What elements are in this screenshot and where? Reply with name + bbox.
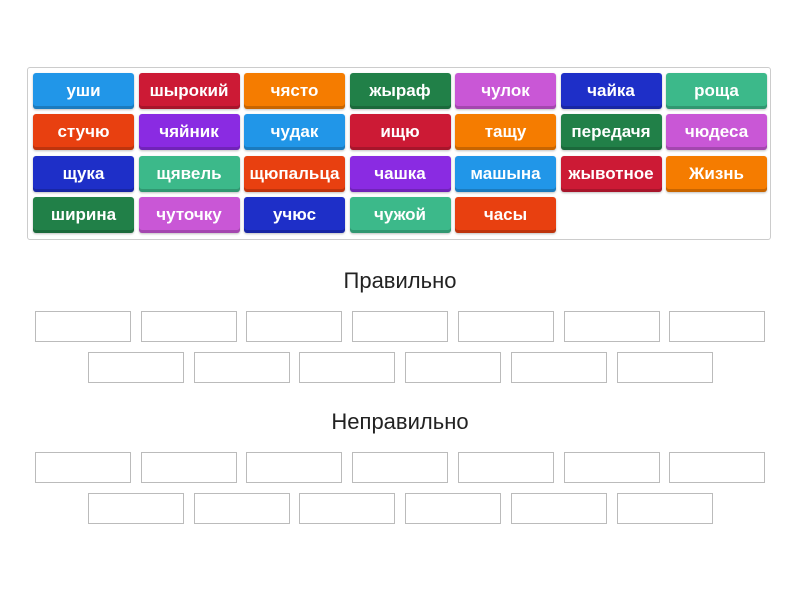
- word-tile[interactable]: чужой: [349, 196, 451, 233]
- drop-slot[interactable]: [140, 311, 237, 342]
- drop-slot[interactable]: [405, 352, 502, 383]
- word-tile[interactable]: жыраф: [349, 73, 451, 109]
- word-tile[interactable]: стучю: [33, 114, 134, 151]
- drop-slot[interactable]: [352, 311, 449, 342]
- drop-slot[interactable]: [299, 493, 396, 524]
- drop-slot[interactable]: [669, 452, 766, 483]
- word-tile[interactable]: шырокий: [138, 73, 240, 109]
- drop-slot[interactable]: [669, 311, 766, 342]
- word-tile[interactable]: чясто: [244, 73, 345, 109]
- word-tile[interactable]: Жизнь: [666, 155, 767, 192]
- word-tile[interactable]: чайка: [560, 73, 662, 109]
- drop-slot[interactable]: [457, 452, 554, 483]
- word-pool: уши шырокий чясто жыраф чулок чайка роща стучю ч…: [27, 67, 771, 240]
- group-title: Правильно: [343, 268, 457, 293]
- word-tile[interactable]: чуточку: [138, 196, 240, 233]
- drop-slot[interactable]: [563, 452, 660, 483]
- word-tile[interactable]: тащу: [455, 114, 556, 151]
- word-tile[interactable]: щявель: [138, 155, 240, 192]
- word-tile[interactable]: передачя: [560, 114, 662, 151]
- drop-slot[interactable]: [246, 452, 343, 483]
- word-tile[interactable]: ищю: [349, 114, 451, 151]
- word-tile[interactable]: чяйник: [138, 114, 240, 151]
- word-tile[interactable]: чюдеса: [666, 114, 767, 151]
- word-tile[interactable]: уши: [33, 73, 134, 109]
- drop-slot[interactable]: [140, 452, 237, 483]
- word-tile[interactable]: машына: [455, 155, 556, 192]
- drop-slot[interactable]: [405, 493, 502, 524]
- word-tile[interactable]: жывотное: [560, 155, 662, 192]
- drop-slot[interactable]: [457, 311, 554, 342]
- drop-slot[interactable]: [616, 493, 713, 524]
- word-tile[interactable]: чашка: [349, 155, 451, 192]
- word-tile[interactable]: ширина: [33, 196, 134, 233]
- drop-slot[interactable]: [510, 493, 607, 524]
- word-tile[interactable]: часы: [455, 196, 556, 233]
- drop-slot[interactable]: [246, 311, 343, 342]
- drop-slot[interactable]: [35, 452, 131, 483]
- drop-slot[interactable]: [563, 311, 660, 342]
- drop-slot[interactable]: [299, 352, 396, 383]
- drop-slot[interactable]: [35, 311, 131, 342]
- drop-slot[interactable]: [88, 352, 184, 383]
- word-tile[interactable]: щюпальца: [244, 155, 345, 192]
- word-tile[interactable]: чудак: [244, 114, 345, 151]
- drop-slot[interactable]: [193, 493, 290, 524]
- word-tile[interactable]: щука: [33, 155, 134, 192]
- word-tile[interactable]: роща: [666, 73, 767, 109]
- drop-slot[interactable]: [193, 352, 290, 383]
- word-tile[interactable]: чулок: [455, 73, 556, 109]
- drop-slot[interactable]: [616, 352, 713, 383]
- word-tile[interactable]: учюс: [244, 196, 345, 233]
- drop-slot[interactable]: [510, 352, 607, 383]
- drop-slot[interactable]: [88, 493, 184, 524]
- group-title: Неправильно: [331, 409, 469, 434]
- drop-slot[interactable]: [352, 452, 449, 483]
